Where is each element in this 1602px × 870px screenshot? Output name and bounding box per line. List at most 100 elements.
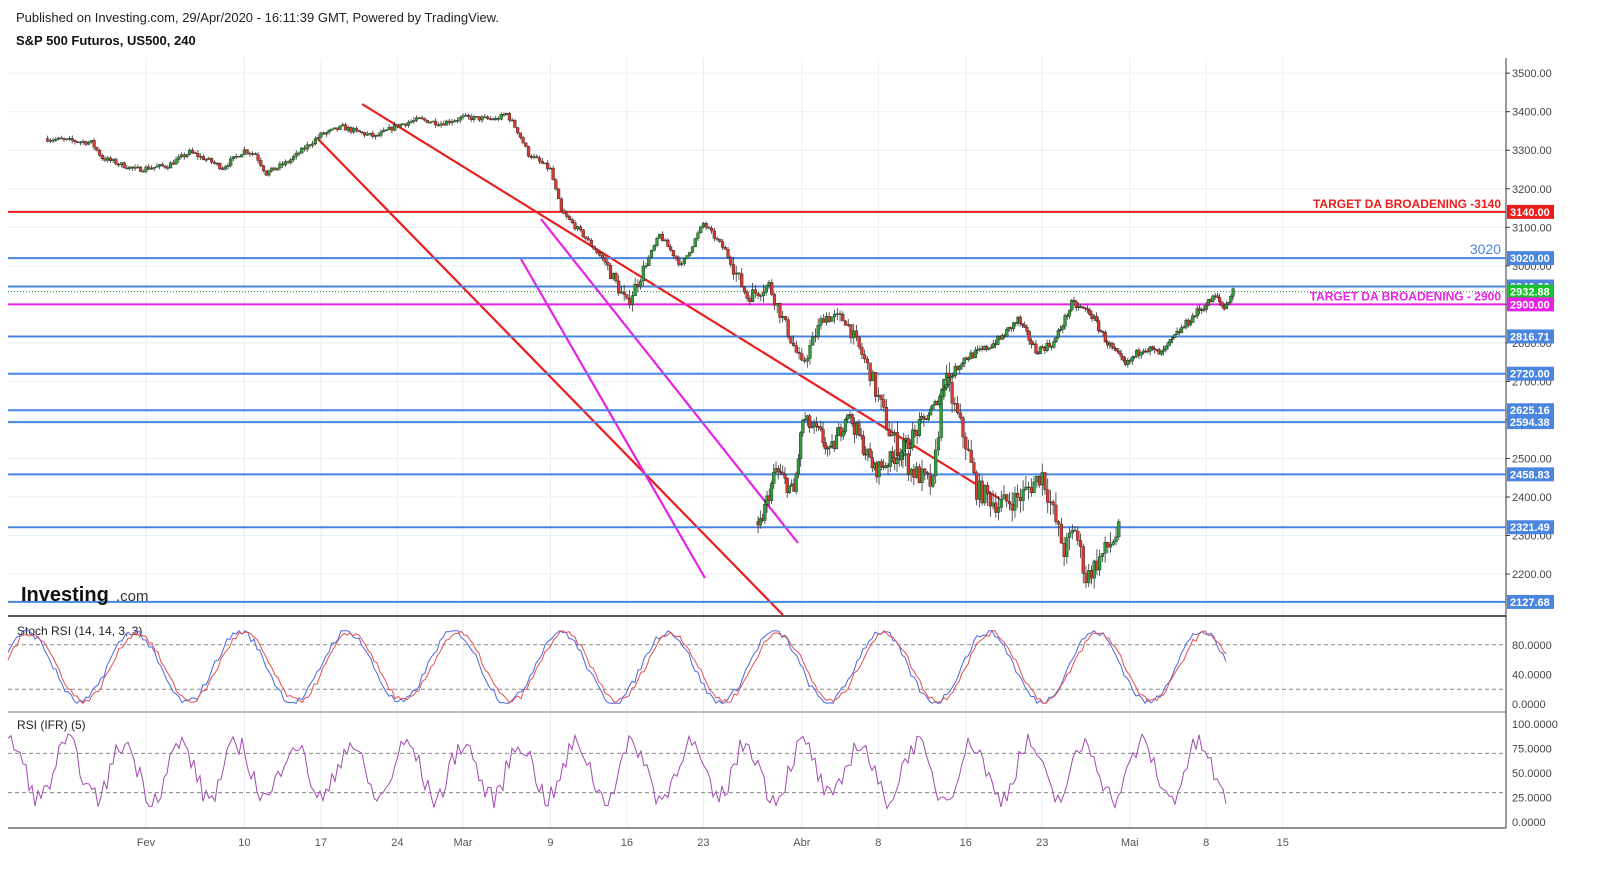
price-tick-label: 3100.00: [1512, 222, 1552, 234]
candle-body: [1146, 350, 1150, 353]
candle-body: [1083, 307, 1087, 310]
candle-body: [543, 162, 547, 165]
price-tick-label: 3300.00: [1512, 145, 1552, 157]
candle-body: [103, 158, 107, 161]
candle-body: [767, 282, 771, 286]
candle-body: [223, 166, 227, 170]
candle-body: [368, 132, 372, 135]
candle-body: [920, 468, 924, 483]
candle-body: [1078, 540, 1083, 547]
candle-body: [1018, 497, 1022, 501]
time-tick-label: Mai: [1121, 837, 1139, 849]
candle-body: [434, 120, 438, 126]
candle-body: [1070, 529, 1074, 534]
candle-body: [822, 318, 826, 323]
rsi-tick-label: 100.0000: [1512, 719, 1558, 731]
candle-body: [726, 249, 730, 258]
candle-body: [962, 357, 966, 364]
time-tick-label: 9: [547, 837, 553, 849]
candle-body: [877, 461, 881, 478]
candle-body: [207, 157, 211, 160]
candle-body: [950, 382, 954, 404]
candle-body: [859, 434, 863, 437]
candle-body: [1117, 350, 1121, 354]
level-annotation: TARGET DA BROADENING -3140: [1313, 197, 1501, 211]
candle-body: [800, 353, 804, 361]
candle-body: [1111, 541, 1115, 545]
candle-body: [617, 280, 621, 294]
time-tick-label: 24: [391, 837, 403, 849]
candle-body: [346, 127, 350, 131]
red-lower-trendline[interactable]: [317, 138, 784, 616]
candle-body: [270, 167, 274, 172]
candle-body: [988, 493, 992, 507]
candle-body: [1215, 295, 1219, 298]
red-upper-trendline[interactable]: [361, 103, 1001, 500]
candle-body: [1000, 335, 1004, 340]
time-tick-label: Abr: [793, 837, 810, 849]
candle-body: [871, 371, 875, 381]
candle-body: [188, 149, 192, 155]
candle-body: [76, 141, 80, 143]
candle-body: [1020, 323, 1025, 326]
candle-body: [908, 447, 913, 449]
level-price-tag: [1507, 594, 1554, 609]
candle-body: [758, 517, 762, 526]
level-price-label: 2900.00: [1510, 299, 1550, 311]
candle-body: [801, 420, 805, 434]
candle-body: [879, 394, 883, 400]
candle-body: [1097, 320, 1101, 331]
candle-body: [841, 431, 845, 437]
price-tick-label: 2500.00: [1512, 453, 1552, 465]
candle-body: [483, 116, 487, 118]
candle-body: [1166, 342, 1170, 347]
candle-body: [1072, 300, 1076, 302]
candle-body: [748, 298, 752, 302]
candle-body: [786, 319, 790, 337]
candle-body: [343, 124, 348, 131]
level-price-label: 3020.00: [1510, 253, 1550, 265]
candle-body: [1054, 504, 1058, 522]
candle-body: [671, 249, 675, 257]
candle-body: [1150, 346, 1155, 349]
candle-body: [647, 257, 651, 266]
candle-body: [973, 349, 978, 358]
candle-body: [363, 132, 367, 136]
candle-body: [778, 471, 783, 473]
candle-body: [999, 499, 1003, 508]
candle-body: [819, 318, 823, 326]
candle-body: [868, 448, 872, 458]
candle-body: [272, 167, 277, 171]
candle-body: [48, 140, 52, 142]
candle-body: [382, 130, 386, 133]
candle-body: [524, 142, 528, 147]
candle-body: [1114, 348, 1119, 352]
oscillator-panes: 80.0000 40.0000 0.0000 Stoch RSI (14, 14, 3…: [7, 624, 1558, 829]
candle-body: [95, 147, 99, 151]
candle-body: [718, 238, 722, 242]
candle-body: [67, 138, 72, 140]
investing-logo: Investing .com: [21, 584, 149, 606]
candle-body: [193, 152, 197, 154]
candle-body: [341, 124, 345, 127]
magenta-lower-trendline[interactable]: [520, 258, 706, 579]
candle-body: [171, 162, 175, 165]
candle-body: [537, 157, 542, 162]
candle-body: [1193, 315, 1197, 318]
logo-brand: Investing: [21, 584, 109, 606]
candle-body: [595, 249, 599, 253]
candle-body: [1021, 489, 1025, 501]
candle-body: [1051, 501, 1055, 506]
candle-body: [286, 161, 290, 163]
candle-body: [92, 140, 96, 148]
candle-body: [967, 358, 971, 361]
candle-body: [480, 116, 484, 121]
magenta-upper-trendline[interactable]: [540, 218, 799, 544]
candle-body: [783, 316, 788, 320]
candle-body: [772, 472, 776, 484]
candle-body: [322, 132, 326, 135]
candle-body: [969, 450, 973, 463]
candle-body: [846, 414, 850, 420]
candle-body: [923, 468, 927, 473]
